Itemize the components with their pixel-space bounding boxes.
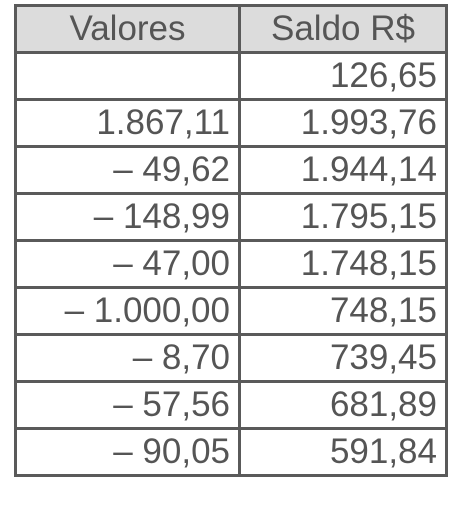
table-row: – 148,99 1.795,15 xyxy=(14,192,448,242)
cell-saldo: 1.993,76 xyxy=(238,98,448,148)
table-header: Valores Saldo R$ xyxy=(14,4,448,54)
table-row: – 49,62 1.944,14 xyxy=(14,145,448,195)
header-valores: Valores xyxy=(14,4,241,54)
cell-valor: – 90,05 xyxy=(14,427,241,477)
cell-saldo: 1.795,15 xyxy=(238,192,448,242)
header-saldo: Saldo R$ xyxy=(238,4,448,54)
cell-saldo: 1.944,14 xyxy=(238,145,448,195)
cell-saldo: 748,15 xyxy=(238,286,448,336)
cell-saldo: 1.748,15 xyxy=(238,239,448,289)
cell-saldo: 739,45 xyxy=(238,333,448,383)
table-row: – 1.000,00 748,15 xyxy=(14,286,448,336)
cell-valor: – 8,70 xyxy=(14,333,241,383)
table-row: 126,65 xyxy=(14,51,448,101)
cell-valor: – 1.000,00 xyxy=(14,286,241,336)
cell-saldo: 681,89 xyxy=(238,380,448,430)
header-row: Valores Saldo R$ xyxy=(14,4,448,54)
table-row: 1.867,11 1.993,76 xyxy=(14,98,448,148)
cell-valor: – 49,62 xyxy=(14,145,241,195)
table-body: 126,65 1.867,11 1.993,76 – 49,62 1.944,1… xyxy=(14,51,448,477)
table-row: – 57,56 681,89 xyxy=(14,380,448,430)
cell-valor: 1.867,11 xyxy=(14,98,241,148)
cell-valor xyxy=(14,51,241,101)
cell-saldo: 591,84 xyxy=(238,427,448,477)
table-row: – 90,05 591,84 xyxy=(14,427,448,477)
cell-saldo: 126,65 xyxy=(238,51,448,101)
cell-valor: – 148,99 xyxy=(14,192,241,242)
cell-valor: – 47,00 xyxy=(14,239,241,289)
table-row: – 8,70 739,45 xyxy=(14,333,448,383)
table-row: – 47,00 1.748,15 xyxy=(14,239,448,289)
balance-table: Valores Saldo R$ 126,65 1.867,11 1.993,7… xyxy=(14,4,448,477)
cell-valor: – 57,56 xyxy=(14,380,241,430)
